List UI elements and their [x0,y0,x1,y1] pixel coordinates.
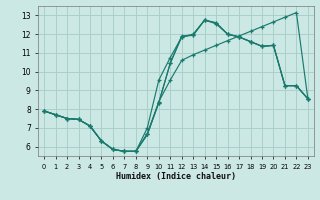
X-axis label: Humidex (Indice chaleur): Humidex (Indice chaleur) [116,172,236,181]
